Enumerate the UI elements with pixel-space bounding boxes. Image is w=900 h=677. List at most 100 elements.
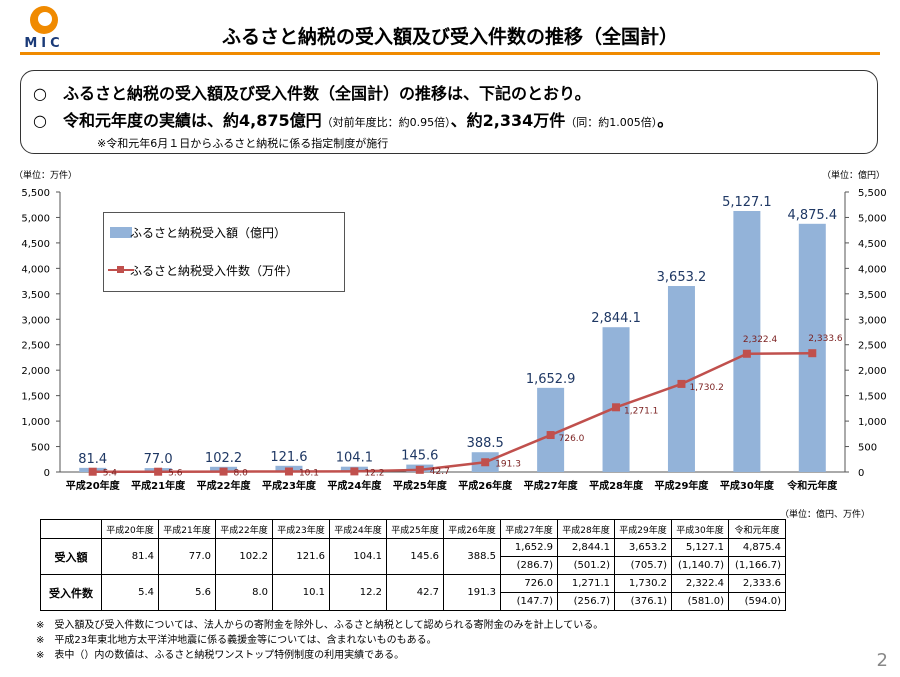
table-cell: 1,652.9: [500, 538, 558, 557]
table-cell: 8.0: [215, 574, 273, 611]
x-tick-label: 平成26年度: [458, 479, 513, 492]
table-unit: （単位：億円、万件）: [780, 510, 871, 520]
page-title: ふるさと納税の受入額及び受入件数の推移（全国計）: [221, 26, 678, 48]
y-left-tick-label: 0: [44, 468, 50, 479]
table-cell: 81.4: [101, 538, 159, 575]
y-left-tick-label: 3,000: [21, 315, 50, 326]
table-header-cell: 平成28年度: [557, 519, 615, 539]
y-left-tick-label: 2,500: [21, 341, 50, 352]
x-tick-label: 平成20年度: [66, 479, 121, 492]
table-cell: 5,127.1: [671, 538, 729, 557]
table-header-cell: 平成22年度: [215, 519, 273, 539]
y-left-tick-label: 5,000: [21, 213, 50, 224]
line-marker: [612, 403, 621, 412]
footnote: ※ 表中（）内の数値は、ふるさと納税ワンストップ特例制度の利用実績である。: [36, 650, 405, 661]
table-cell: 145.6: [386, 538, 444, 575]
bar-data-label: 121.6: [270, 450, 307, 465]
line-data-label: 1,730.2: [689, 383, 723, 393]
y-right-tick-label: 4,000: [858, 264, 887, 275]
y-right-tick-label: 500: [858, 443, 877, 454]
line-data-label: 1,271.1: [624, 406, 658, 416]
line-marker: [415, 465, 424, 474]
data-table: 平成20年度 平成21年度 平成22年度 平成23年度 平成24年度 平成25年度 平成26…: [40, 519, 786, 611]
y-left-unit-label: （単位：万件）: [14, 169, 77, 181]
y-right-tick-label: 2,500: [858, 341, 887, 352]
x-tick-label: 平成27年度: [524, 479, 579, 492]
table-header-cell: 平成24年度: [329, 519, 387, 539]
table-cell: 104.1: [329, 538, 387, 575]
y-left-tick-label: 4,000: [21, 264, 50, 275]
line-data-label: 191.3: [495, 459, 521, 469]
table-cell: 121.6: [272, 538, 330, 575]
line-marker: [677, 379, 686, 388]
summary-ratio-1: （対前年度比：約0.95倍）: [321, 116, 451, 129]
y-right-unit-label: （単位：億円）: [822, 169, 885, 181]
footnote: ※ 受入額及び受入件数については、法人からの寄附金を除外し、ふるさと納税として認…: [36, 620, 604, 631]
summary-count: 、約2,334万件: [450, 111, 566, 130]
summary-end: 。: [657, 111, 674, 130]
y-right-tick-label: 2,000: [858, 366, 887, 377]
line-data-label: 42.7: [430, 467, 450, 477]
table-subcell: (705.7): [614, 556, 672, 575]
table-subrow: (147.7) (256.7) (376.1) (581.0) (594.0): [41, 592, 786, 611]
table-cell: 726.0: [500, 574, 558, 593]
bar-data-label: 2,844.1: [591, 311, 641, 326]
bar-data-label: 3,653.2: [657, 270, 707, 285]
bar-data-label: 5,127.1: [722, 195, 772, 210]
bar-data-label: 145.6: [401, 449, 438, 464]
line-data-label: 5.6: [168, 469, 183, 479]
table-header-cell: 平成30年度: [671, 519, 729, 539]
table-header-cell: 平成29年度: [614, 519, 672, 539]
summary-box: ○ ふるさと納税の受入額及び受入件数（全国計）の推移は、下記のとおり。 ○ 令和…: [20, 70, 878, 154]
table-header-cell: 令和元年度: [728, 519, 786, 539]
y-left-tick-label: 4,500: [21, 239, 50, 250]
legend-line-marker: [117, 266, 124, 273]
table-row: 受入件数 5.4 5.6 8.0 10.1 12.2 42.7 191.3 726.0 1,271…: [40, 574, 786, 611]
table-subcell: (594.0): [728, 592, 786, 611]
line-series: [92, 351, 813, 473]
table-cell: 2,322.4: [671, 574, 729, 593]
x-tick-label: 平成28年度: [589, 479, 644, 492]
line-data-label: 10.1: [299, 468, 319, 478]
table-cell: 42.7: [386, 574, 444, 611]
footnotes: ※ 受入額及び受入件数については、法人からの寄附金を除外し、ふるさと納税として認…: [36, 618, 603, 663]
x-tick-label: 平成22年度: [197, 479, 252, 492]
table-cell: 12.2: [329, 574, 387, 611]
y-right-tick-label: 1,500: [858, 392, 887, 403]
line-data-label: 5.4: [103, 469, 118, 479]
y-right-tick-label: 5,000: [858, 213, 887, 224]
table-header-cell: 平成27年度: [500, 519, 558, 539]
summary-amount: 令和元年度の実績は、約4,875億円: [62, 111, 322, 130]
chart-legend: ふるさと納税受入額（億円） ふるさと納税受入件数（万件）: [103, 212, 345, 292]
table-row: 受入額 81.4 77.0 102.2 121.6 104.1 145.6 388.5 1,65…: [40, 538, 786, 575]
y-left-tick-label: 2,000: [21, 366, 50, 377]
line-marker: [284, 467, 293, 476]
bullet-icon: ○: [33, 84, 47, 103]
table-header-cell: 平成21年度: [158, 519, 216, 539]
table-cell: 5.4: [101, 574, 159, 611]
table-subcell: (1,140.7): [671, 556, 729, 575]
bar: [798, 223, 826, 472]
table-cell: 388.5: [443, 538, 501, 575]
table-cell: 77.0: [158, 538, 216, 575]
bar-data-label: 102.2: [205, 451, 242, 466]
table-subcell: (501.2): [557, 556, 615, 575]
page-number: 2: [876, 650, 888, 671]
y-right-tick-label: 1,000: [858, 417, 887, 428]
line-data-label: 12.2: [364, 468, 384, 478]
line-data-label: 2,333.6: [808, 334, 843, 344]
line-data-label: 8.0: [234, 469, 249, 479]
y-left-tick-label: 3,500: [21, 290, 50, 301]
bar-data-label: 81.4: [78, 452, 107, 467]
row-header: 受入額: [40, 538, 102, 575]
y-right-tick-label: 3,500: [858, 290, 887, 301]
table-cell: 1,730.2: [614, 574, 672, 593]
x-tick-label: 平成30年度: [720, 479, 775, 492]
legend-line-label: ふるさと納税受入件数（万件）: [130, 264, 299, 278]
logo-text: MIC: [24, 36, 64, 51]
table-subcell: (376.1): [614, 592, 672, 611]
y-right-tick-label: 3,000: [858, 315, 887, 326]
table-cell: 5.6: [158, 574, 216, 611]
bar-data-label: 388.5: [467, 436, 504, 451]
summary-text-1: ふるさと納税の受入額及び受入件数（全国計）の推移は、下記のとおり。: [62, 84, 591, 103]
